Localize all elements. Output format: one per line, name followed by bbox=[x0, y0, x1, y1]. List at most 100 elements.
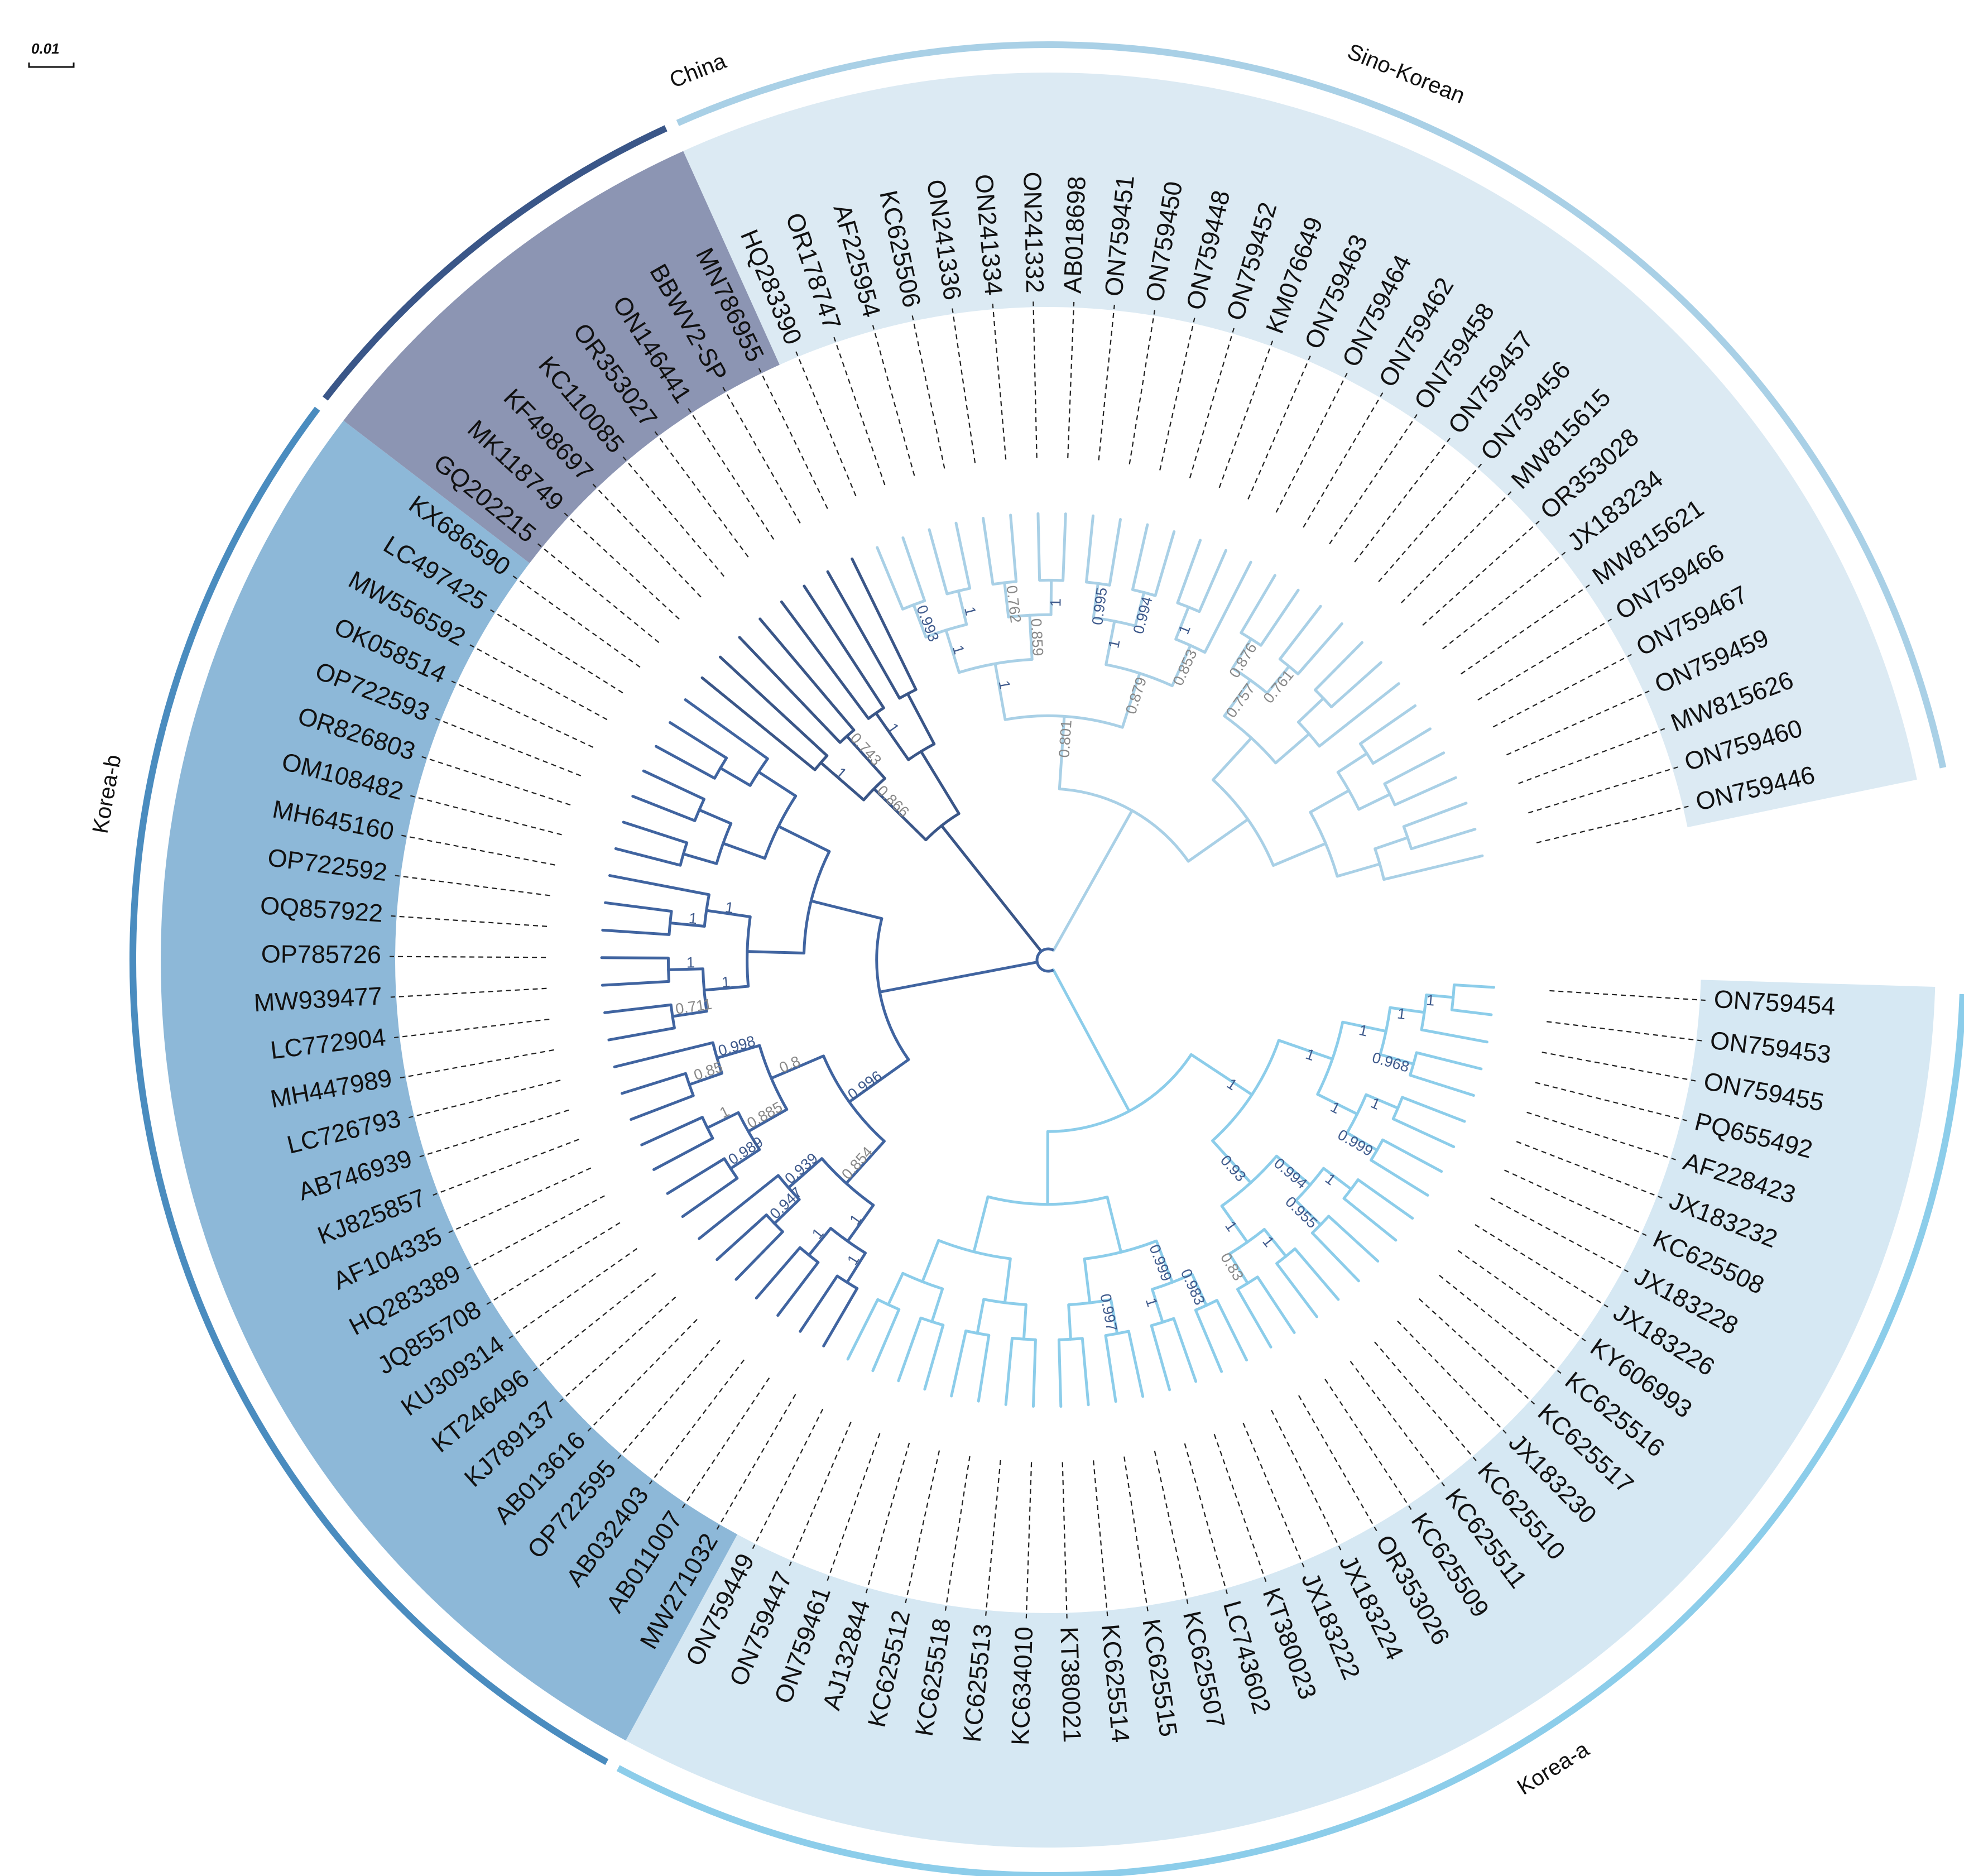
leader-line bbox=[1528, 766, 1678, 814]
branch bbox=[1450, 1008, 1493, 1016]
support-value: 0.939 bbox=[781, 1150, 821, 1187]
branch bbox=[1278, 604, 1322, 661]
branch bbox=[757, 770, 798, 798]
branch bbox=[719, 766, 752, 787]
leader-line bbox=[1159, 318, 1195, 471]
branch bbox=[957, 589, 968, 626]
branch bbox=[950, 1329, 968, 1398]
leader-line bbox=[654, 431, 749, 558]
branch bbox=[1277, 1039, 1334, 1061]
leaf-label: KT380021 bbox=[1055, 1626, 1087, 1743]
branch bbox=[1275, 1154, 1312, 1187]
branch bbox=[954, 521, 972, 590]
branch bbox=[698, 808, 733, 825]
branch bbox=[1383, 751, 1446, 785]
support-value: 0.998 bbox=[716, 1033, 757, 1059]
leader-line bbox=[865, 1442, 910, 1594]
branch bbox=[787, 1157, 823, 1189]
branch bbox=[940, 824, 1001, 900]
branch bbox=[912, 603, 928, 639]
branch bbox=[1189, 1053, 1254, 1096]
support-value: 0.994 bbox=[1271, 1155, 1310, 1192]
branch bbox=[738, 636, 842, 744]
leader-line bbox=[1324, 1379, 1412, 1510]
branch bbox=[601, 928, 671, 936]
branch bbox=[1105, 620, 1116, 666]
branch bbox=[1083, 1257, 1092, 1304]
branch bbox=[1194, 1308, 1223, 1373]
support-value: 0.801 bbox=[1055, 719, 1074, 758]
leader-line bbox=[1457, 1250, 1586, 1342]
support-value: 0.859 bbox=[1027, 618, 1046, 656]
branch bbox=[607, 1026, 676, 1042]
branch bbox=[872, 787, 928, 842]
branch bbox=[848, 1058, 910, 1103]
leader-line bbox=[448, 1167, 592, 1234]
branch bbox=[603, 1003, 673, 1014]
branch bbox=[1393, 776, 1457, 807]
support-value: 1 bbox=[724, 899, 734, 917]
support-value: 1 bbox=[1425, 992, 1435, 1009]
leaf-label: KC634010 bbox=[1006, 1626, 1038, 1745]
branch bbox=[770, 1054, 825, 1080]
branch bbox=[876, 546, 904, 611]
branch bbox=[976, 1298, 986, 1335]
branch bbox=[1259, 588, 1300, 647]
branch bbox=[1296, 622, 1343, 675]
leader-line bbox=[1490, 1197, 1629, 1273]
branch bbox=[776, 1261, 820, 1317]
support-value: 0.743 bbox=[847, 730, 885, 769]
leader-line bbox=[1098, 304, 1115, 460]
branch bbox=[1381, 1138, 1443, 1173]
branch bbox=[652, 1136, 714, 1171]
branch bbox=[1170, 644, 1192, 688]
branch bbox=[928, 528, 949, 596]
branch bbox=[1176, 539, 1202, 604]
support-value: 1 bbox=[1396, 1005, 1407, 1023]
support-value: 0.879 bbox=[1122, 675, 1150, 716]
branch bbox=[1256, 1275, 1296, 1334]
branch bbox=[1401, 1096, 1466, 1123]
support-value: 0.993 bbox=[913, 603, 942, 644]
leader-line bbox=[688, 408, 775, 540]
branch bbox=[1415, 1051, 1483, 1071]
branch bbox=[1382, 854, 1484, 881]
support-value: 1 bbox=[717, 1102, 732, 1121]
branch bbox=[819, 761, 866, 802]
leader-line bbox=[1275, 373, 1348, 513]
leader-line bbox=[1475, 1224, 1608, 1308]
leaf-label: AB018698 bbox=[1058, 176, 1091, 294]
leader-line bbox=[911, 315, 945, 469]
branch bbox=[1003, 1257, 1012, 1304]
leader-line bbox=[1536, 805, 1689, 843]
leader-line bbox=[905, 1450, 940, 1604]
leader-line bbox=[1378, 463, 1482, 582]
branch bbox=[846, 1251, 867, 1284]
branch bbox=[716, 1044, 761, 1060]
branch bbox=[747, 1108, 789, 1133]
leader-line bbox=[1547, 1021, 1702, 1042]
clade-bands bbox=[160, 72, 1936, 1848]
leader-line bbox=[421, 756, 571, 806]
support-value: 0.955 bbox=[1282, 1193, 1320, 1232]
branch bbox=[1271, 842, 1327, 867]
branch bbox=[1318, 682, 1400, 748]
leaf-label: ON241332 bbox=[1018, 171, 1049, 294]
branch bbox=[1108, 518, 1122, 587]
branch bbox=[667, 967, 705, 971]
leader-line bbox=[1535, 1082, 1687, 1121]
branch bbox=[930, 1287, 944, 1323]
branch bbox=[621, 1072, 687, 1095]
branch bbox=[1003, 581, 1010, 618]
leader-line bbox=[1298, 1395, 1377, 1532]
leader-line bbox=[433, 1139, 579, 1196]
branch bbox=[1314, 641, 1363, 692]
branch bbox=[993, 662, 1007, 721]
branch bbox=[1004, 1337, 1014, 1406]
branch bbox=[1365, 1093, 1400, 1110]
branch bbox=[777, 824, 831, 853]
branch bbox=[1425, 993, 1455, 999]
leader-line bbox=[1442, 551, 1566, 650]
branch bbox=[1190, 1272, 1208, 1307]
leader-line bbox=[466, 1195, 605, 1270]
